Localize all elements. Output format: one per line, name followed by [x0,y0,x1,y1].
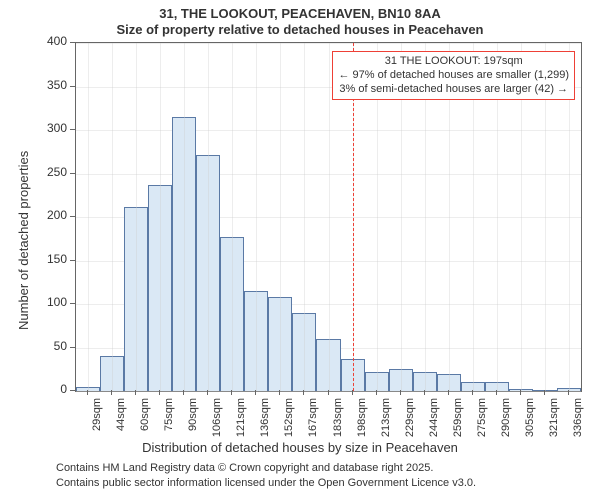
xtick-mark [400,390,401,395]
xtick-label: 259sqm [452,398,464,438]
gridline [304,43,305,391]
xtick-mark [183,390,184,395]
xtick-mark [328,390,329,395]
xtick-label: 244sqm [428,398,440,438]
ytick-label: 250 [27,165,67,179]
xtick-mark [135,390,136,395]
gridline [112,43,113,391]
xtick-mark [207,390,208,395]
xtick-mark [568,390,569,395]
xtick-mark [520,390,521,395]
annotation-line: 3% of semi-detached houses are larger (4… [338,83,569,97]
ytick-mark [70,390,75,391]
ytick-mark [70,173,75,174]
xtick-label: 90sqm [187,398,199,438]
xtick-label: 213sqm [380,398,392,438]
xtick-label: 305sqm [524,398,536,438]
ytick-label: 350 [27,78,67,92]
annotation-line: ← 97% of detached houses are smaller (1,… [338,69,569,83]
footer-line-2: Contains public sector information licen… [56,477,476,489]
ytick-mark [70,129,75,130]
ytick-mark [70,347,75,348]
xtick-mark [496,390,497,395]
gridline [232,43,233,391]
gridline [136,43,137,391]
gridline [208,43,209,391]
xtick-label: 29sqm [91,398,103,438]
xtick-mark [231,390,232,395]
xtick-mark [352,390,353,395]
xtick-label: 75sqm [163,398,175,438]
annotation-box: 31 THE LOOKOUT: 197sqm← 97% of detached … [332,51,575,100]
xtick-mark [448,390,449,395]
ytick-label: 50 [27,339,67,353]
ytick-mark [70,216,75,217]
ytick-label: 150 [27,252,67,266]
ytick-label: 100 [27,295,67,309]
xtick-label: 198sqm [356,398,368,438]
xtick-mark [303,390,304,395]
footer-line-1: Contains HM Land Registry data © Crown c… [56,462,433,474]
xtick-label: 167sqm [307,398,319,438]
ytick-mark [70,86,75,87]
xtick-mark [544,390,545,395]
ytick-label: 0 [27,382,67,396]
xtick-label: 275sqm [476,398,488,438]
title-line-1: 31, THE LOOKOUT, PEACEHAVEN, BN10 8AA [0,6,600,21]
title-line-2: Size of property relative to detached ho… [0,22,600,37]
xtick-mark [376,390,377,395]
x-axis-label: Distribution of detached houses by size … [0,440,600,455]
xtick-mark [472,390,473,395]
gridline [88,43,89,391]
gridline [160,43,161,391]
xtick-label: 229sqm [404,398,416,438]
gridline [280,43,281,391]
chart-container: 31, THE LOOKOUT, PEACEHAVEN, BN10 8AA Si… [0,0,600,500]
xtick-mark [111,390,112,395]
xtick-mark [279,390,280,395]
ytick-label: 300 [27,121,67,135]
annotation-line: 31 THE LOOKOUT: 197sqm [338,55,569,69]
xtick-label: 106sqm [211,398,223,438]
xtick-label: 321sqm [548,398,560,438]
ytick-mark [70,42,75,43]
xtick-label: 336sqm [572,398,584,438]
plot-area: 31 THE LOOKOUT: 197sqm← 97% of detached … [75,42,582,392]
xtick-label: 136sqm [259,398,271,438]
ytick-mark [70,260,75,261]
gridline [329,43,330,391]
xtick-mark [424,390,425,395]
xtick-label: 152sqm [283,398,295,438]
xtick-label: 60sqm [139,398,151,438]
ytick-label: 400 [27,34,67,48]
gridline [184,43,185,391]
ytick-mark [70,303,75,304]
xtick-label: 183sqm [332,398,344,438]
xtick-label: 44sqm [115,398,127,438]
gridline [76,391,581,392]
xtick-mark [87,390,88,395]
xtick-mark [159,390,160,395]
xtick-mark [255,390,256,395]
xtick-label: 290sqm [500,398,512,438]
gridline [256,43,257,391]
xtick-label: 121sqm [235,398,247,438]
ytick-label: 200 [27,208,67,222]
